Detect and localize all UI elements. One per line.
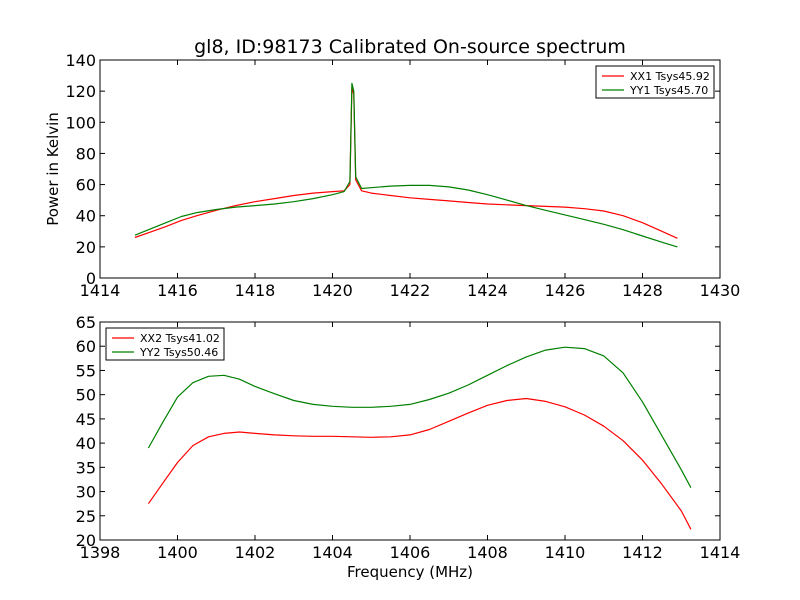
top-x-tick-label: 1416: [157, 281, 198, 300]
top-x-tick-label: 1428: [622, 281, 663, 300]
top-series-line-2: [134, 82, 678, 248]
bottom-y-tick-label: 45: [76, 410, 96, 429]
bottom-x-tick-label: 1414: [700, 543, 741, 562]
top-y-tick-label: 100: [65, 113, 96, 132]
bottom-legend-label-2: YY2 Tsys50.46: [139, 346, 218, 359]
bottom-legend-label-1: XX2 Tsys41.02: [140, 332, 220, 345]
bottom-x-tick-label: 1406: [390, 543, 431, 562]
top-x-tick-label: 1426: [545, 281, 586, 300]
top-y-tick-label: 0: [86, 269, 96, 288]
chart-title: gl8, ID:98173 Calibrated On-source spect…: [194, 36, 626, 58]
bottom-y-tick-label: 60: [76, 337, 96, 356]
bottom-x-tick-label: 1408: [467, 543, 508, 562]
top-axes-frame: [99, 59, 721, 279]
bottom-y-tick-label: 50: [76, 386, 96, 405]
top-x-tick-label: 1422: [390, 281, 431, 300]
bottom-y-tick-label: 40: [76, 434, 96, 453]
top-x-tick-label: 1420: [312, 281, 353, 300]
bottom-x-axis-label: Frequency (MHz): [347, 563, 473, 581]
bottom-x-tick-label: 1410: [545, 543, 586, 562]
top-y-tick-label: 40: [76, 207, 96, 226]
top-y-tick-label: 140: [65, 51, 96, 70]
top-x-tick-label: 1424: [467, 281, 508, 300]
top-x-tick-label: 1414: [80, 281, 121, 300]
bottom-plot: 1398 1400 1402 1404 1406 1408 1410 1412 1414 20 25…: [76, 313, 741, 562]
top-x-tick-label: 1430: [700, 281, 741, 300]
bottom-y-tick-label: 65: [76, 313, 96, 332]
bottom-x-tick-label: 1398: [80, 543, 121, 562]
bottom-axes-frame: [99, 321, 721, 541]
top-legend-box: [595, 65, 715, 99]
bottom-series-line-2: [147, 346, 692, 488]
top-series-line-1: [134, 87, 678, 239]
bottom-y-tick-label: 55: [76, 361, 96, 380]
top-y-tick-label: 80: [76, 144, 96, 163]
bottom-y-tick-label: 20: [76, 531, 96, 550]
bottom-y-tick-label: 35: [76, 458, 96, 477]
top-plot: 1414 1416 1418 1420 1422 1424 1426 1428 1430 0 20 4…: [65, 51, 740, 300]
bottom-series-line-1: [147, 397, 692, 530]
top-y-tick-label: 20: [76, 238, 96, 257]
top-y-tick-label: 120: [65, 82, 96, 101]
bottom-y-tick-label: 25: [76, 507, 96, 526]
bottom-x-tick-label: 1400: [157, 543, 198, 562]
bottom-x-tick-label: 1412: [622, 543, 663, 562]
bottom-legend-box: [105, 327, 225, 361]
top-y-tick-label: 60: [76, 176, 96, 195]
top-y-axis-label: Power in Kelvin: [44, 112, 62, 226]
top-legend-label-2: YY1 Tsys45.70: [629, 84, 708, 97]
bottom-x-tick-label: 1402: [235, 543, 276, 562]
bottom-x-tick-label: 1404: [312, 543, 353, 562]
bottom-y-tick-label: 30: [76, 483, 96, 502]
top-x-tick-label: 1418: [235, 281, 276, 300]
top-legend-label-1: XX1 Tsys45.92: [630, 70, 710, 83]
